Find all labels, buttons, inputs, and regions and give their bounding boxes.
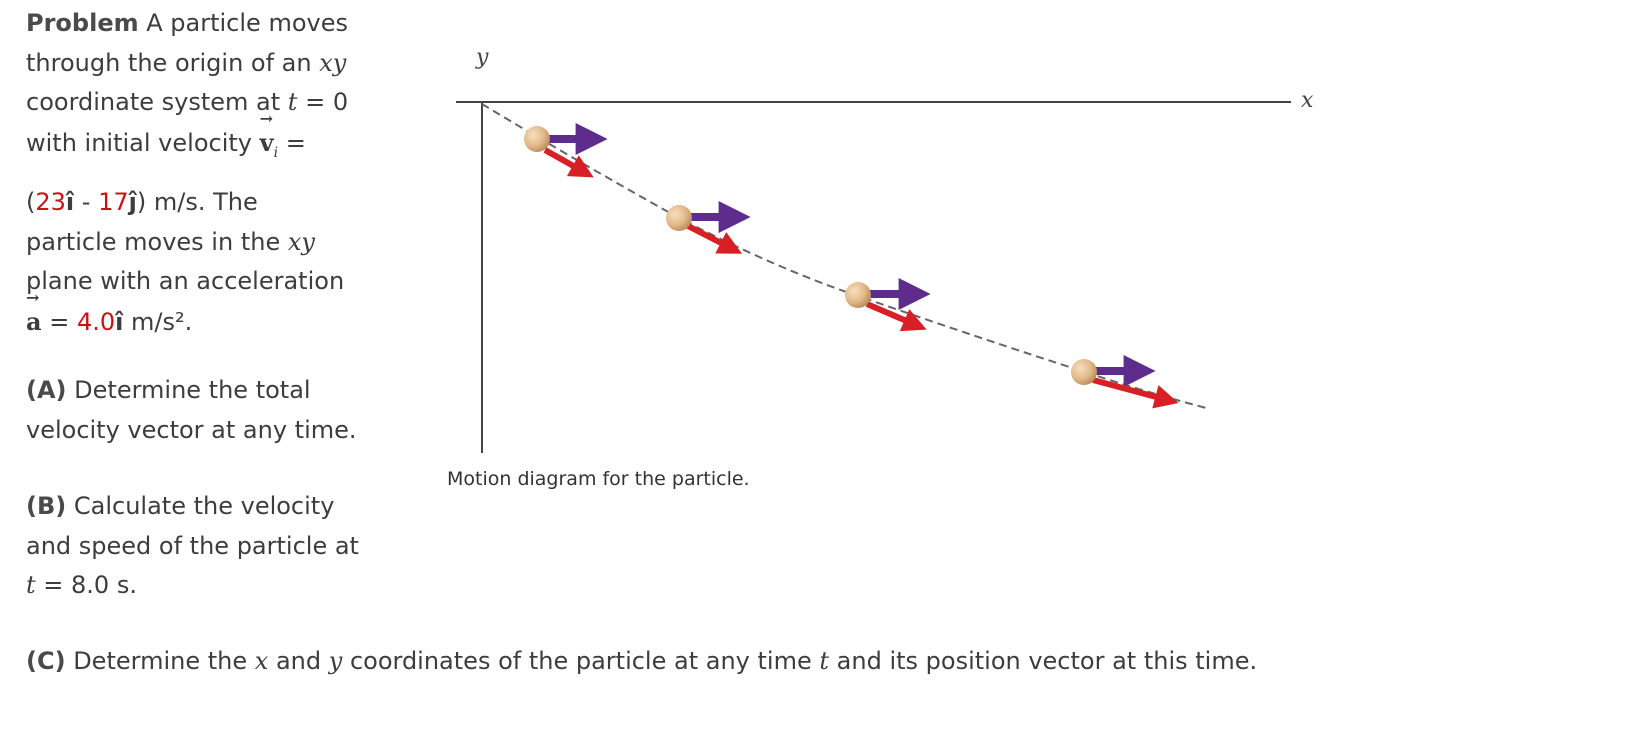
- math-y: y: [328, 647, 343, 675]
- part-c: (C) Determine the x and y coordinates of…: [26, 642, 1257, 682]
- initial-velocity-expression: (23î - 17ĵ) m/s. The: [26, 188, 258, 216]
- part-b-text: Calculate the velocity: [73, 492, 335, 520]
- part-c-text: and its position vector at this time.: [836, 647, 1258, 675]
- velocity-vector-symbol: v →: [259, 108, 274, 157]
- subscript-i: i: [273, 144, 279, 161]
- part-c-text: and: [275, 647, 322, 675]
- particle-3: [845, 278, 931, 332]
- math-xy: xy: [287, 227, 315, 256]
- velocity-arrow: [865, 301, 927, 332]
- particle-ball: [845, 282, 871, 308]
- part-b-text: and speed of the particle at: [26, 531, 359, 560]
- part-b-text: = 8.0 s.: [43, 571, 137, 599]
- particle-ball: [524, 126, 550, 152]
- math-x: x: [254, 647, 269, 675]
- part-c-text: Determine the: [73, 647, 248, 675]
- part-a-text: velocity vector at any time.: [26, 415, 357, 444]
- acceleration-vector-symbol: a →: [26, 287, 42, 336]
- velocity-arrow: [543, 147, 594, 178]
- part-b: (B) Calculate the velocity and speed of …: [26, 487, 359, 606]
- problem-text: plane with an acceleration: [26, 267, 345, 295]
- vx-value: 23: [35, 188, 66, 216]
- velocity-arrow: [1092, 377, 1179, 409]
- vector-arrow-icon: →: [26, 287, 40, 307]
- math-t: t: [287, 88, 298, 116]
- acceleration-value: 4.0: [76, 307, 116, 336]
- particle-ball: [666, 205, 692, 231]
- trajectory-path: [481, 103, 1211, 410]
- particle-4: [1071, 355, 1179, 409]
- part-a: (A) Determine the total velocity vector …: [26, 371, 357, 450]
- math-t: t: [26, 571, 36, 599]
- vector-arrow-icon: →: [259, 108, 274, 128]
- problem-label: Problem: [26, 9, 139, 37]
- particle-1: [524, 123, 608, 178]
- problem-text: A particle moves: [146, 9, 348, 37]
- math-t: t: [819, 647, 830, 675]
- problem-statement: Problem A particle moves through the ori…: [26, 4, 348, 342]
- part-b-label: (B): [26, 492, 67, 520]
- diagram-caption: Motion diagram for the particle.: [447, 468, 750, 490]
- problem-text: with initial velocity: [26, 128, 252, 157]
- velocity-arrow: [686, 223, 743, 254]
- particle-ball: [1071, 359, 1097, 385]
- motion-diagram: x y: [456, 45, 1314, 453]
- part-c-text: coordinates of the particle at any time: [349, 647, 812, 675]
- particle-2: [666, 201, 751, 254]
- acceleration-unit: m/s².: [131, 307, 193, 336]
- vy-value: 17: [98, 188, 129, 216]
- equals: =: [285, 128, 306, 157]
- x-axis-label: x: [1301, 88, 1314, 113]
- y-axis-label: y: [475, 45, 489, 70]
- part-a-label: (A): [26, 376, 67, 404]
- part-c-label: (C): [26, 647, 66, 675]
- problem-text: through the origin of an: [26, 48, 312, 77]
- part-a-text: Determine the total: [74, 376, 311, 404]
- math-xy: xy: [319, 48, 347, 77]
- problem-text: particle moves in the: [26, 227, 281, 256]
- problem-text: = 0: [305, 88, 349, 116]
- problem-text: coordinate system at: [26, 88, 281, 116]
